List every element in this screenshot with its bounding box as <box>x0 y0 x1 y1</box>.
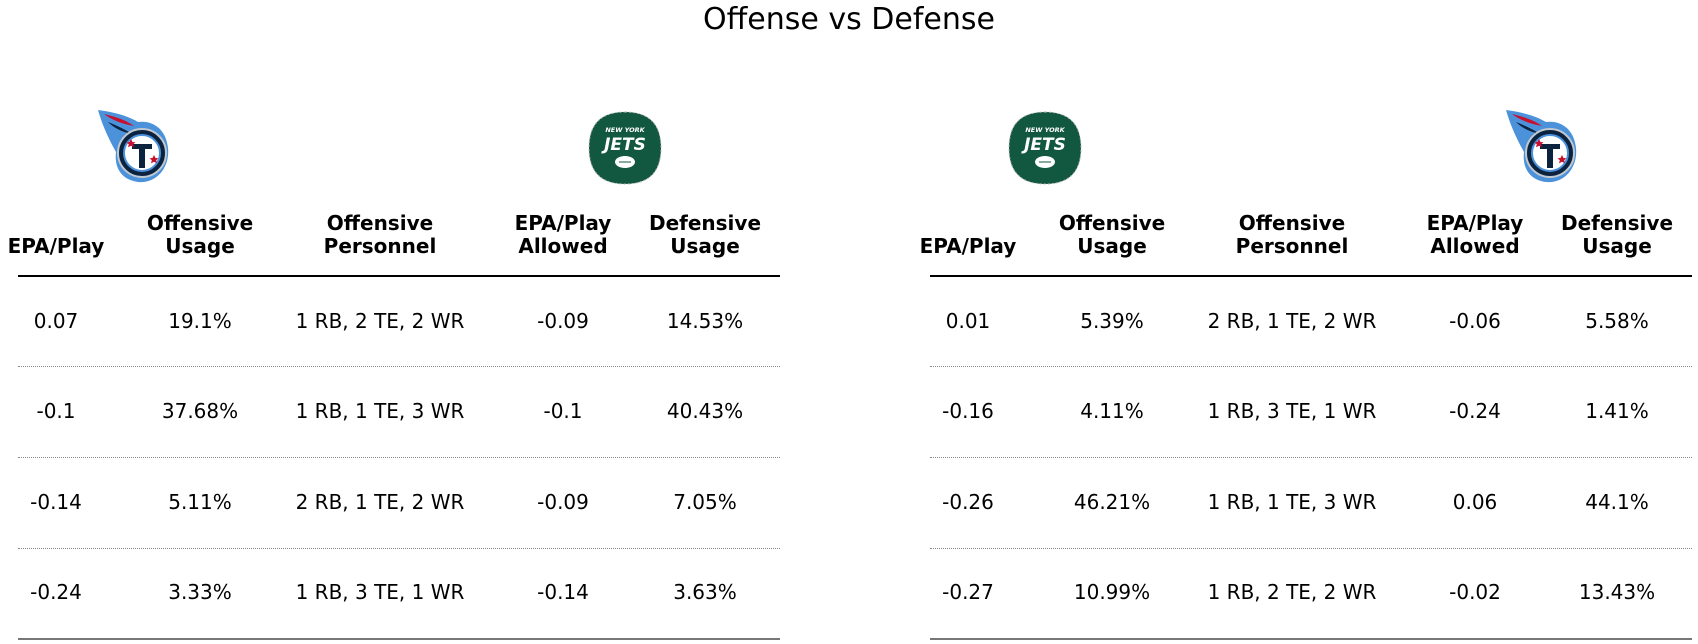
table-cell: -0.09 <box>537 490 589 514</box>
column-header: Offensive Usage <box>1059 212 1165 258</box>
table-cell: 44.1% <box>1585 490 1649 514</box>
row-separator <box>18 366 780 367</box>
header-rule <box>18 275 780 277</box>
table-cell: 19.1% <box>168 309 232 333</box>
column-header-line: Defensive <box>648 211 762 235</box>
column-header-line: Personnel <box>323 234 437 258</box>
table-cell: 1 RB, 1 TE, 3 WR <box>1207 490 1377 514</box>
table-cell: 2 RB, 1 TE, 2 WR <box>1207 309 1377 333</box>
column-header-line: Personnel <box>1235 234 1349 258</box>
column-header: Offensive Usage <box>147 212 253 258</box>
table-cell: -0.06 <box>1449 309 1501 333</box>
column-header-line: Allowed <box>1430 234 1520 258</box>
column-header-line: EPA/Play <box>514 211 612 235</box>
table-cell: -0.26 <box>942 490 994 514</box>
svg-text:NEW YORK: NEW YORK <box>605 126 645 134</box>
column-header-line: Usage <box>165 234 235 258</box>
table-cell: 3.33% <box>168 580 232 604</box>
table-panel-titans-offense: NEW YORK JETS EPA/Play Offensive Usage Offe… <box>0 0 790 644</box>
svg-text:JETS: JETS <box>1021 135 1066 155</box>
table-cell: 1 RB, 2 TE, 2 WR <box>295 309 465 333</box>
table-cell: -0.27 <box>942 580 994 604</box>
table-cell: 2 RB, 1 TE, 2 WR <box>295 490 465 514</box>
column-header-line: EPA/Play <box>1426 211 1524 235</box>
column-header-line: Usage <box>1582 234 1652 258</box>
table-cell: -0.14 <box>30 490 82 514</box>
table-cell: 1.41% <box>1585 399 1649 423</box>
column-header: Offensive Personnel <box>1236 212 1349 258</box>
column-header: EPA/Play Allowed <box>515 212 612 258</box>
column-header: EPA/Play <box>8 235 105 258</box>
table-cell: 0.07 <box>33 309 79 333</box>
table-cell: -0.14 <box>537 580 589 604</box>
column-header-line: Allowed <box>518 234 608 258</box>
row-separator <box>930 548 1692 549</box>
row-separator <box>930 366 1692 367</box>
column-header: Defensive Usage <box>649 212 761 258</box>
svg-text:NEW YORK: NEW YORK <box>1025 126 1065 134</box>
table-cell: 46.21% <box>1073 490 1151 514</box>
header-rule <box>930 275 1692 277</box>
row-separator <box>930 457 1692 458</box>
table-cell: 1 RB, 3 TE, 1 WR <box>1207 399 1377 423</box>
table-panel-jets-offense: NEW YORK JETS EPA/Play Offensive Usage Offe… <box>912 0 1698 644</box>
table-cell: -0.1 <box>543 399 583 423</box>
column-header-line: EPA/Play <box>7 234 105 258</box>
jets-logo: NEW YORK JETS <box>588 111 662 185</box>
svg-text:JETS: JETS <box>601 135 646 155</box>
column-header-line: Offensive <box>1238 211 1346 235</box>
table-cell: 13.43% <box>1578 580 1656 604</box>
column-header: EPA/Play <box>920 235 1017 258</box>
table-cell: 7.05% <box>673 490 737 514</box>
table-cell: 5.11% <box>168 490 232 514</box>
table-cell: 0.06 <box>1452 490 1498 514</box>
bottom-rule <box>930 638 1692 640</box>
row-separator <box>18 457 780 458</box>
column-header-line: Defensive <box>1560 211 1674 235</box>
titans-logo <box>98 110 169 183</box>
table-cell: 1 RB, 2 TE, 2 WR <box>1207 580 1377 604</box>
column-header: Offensive Personnel <box>324 212 437 258</box>
table-cell: 0.01 <box>945 309 991 333</box>
table-cell: 14.53% <box>666 309 744 333</box>
table-cell: 4.11% <box>1080 399 1144 423</box>
column-header-line: Usage <box>1077 234 1147 258</box>
column-header-line: Offensive <box>1058 211 1166 235</box>
table-cell: 5.39% <box>1080 309 1144 333</box>
table-cell: -0.02 <box>1449 580 1501 604</box>
table-cell: 10.99% <box>1073 580 1151 604</box>
column-header: Defensive Usage <box>1561 212 1673 258</box>
table-cell: -0.09 <box>537 309 589 333</box>
table-cell: 40.43% <box>666 399 744 423</box>
table-cell: 5.58% <box>1585 309 1649 333</box>
table-cell: -0.24 <box>30 580 82 604</box>
chart-title: Offense vs Defense <box>703 2 995 37</box>
table-cell: 37.68% <box>161 399 239 423</box>
column-header: EPA/Play Allowed <box>1427 212 1524 258</box>
bottom-rule <box>18 638 780 640</box>
titans-logo <box>1506 110 1577 183</box>
table-cell: -0.16 <box>942 399 994 423</box>
column-header-line: Usage <box>670 234 740 258</box>
table-cell: 1 RB, 1 TE, 3 WR <box>295 399 465 423</box>
table-cell: 1 RB, 3 TE, 1 WR <box>295 580 465 604</box>
table-cell: 3.63% <box>673 580 737 604</box>
column-header-line: Offensive <box>146 211 254 235</box>
column-header-line: EPA/Play <box>919 234 1017 258</box>
table-cell: -0.1 <box>36 399 76 423</box>
column-header-line: Offensive <box>326 211 434 235</box>
jets-logo: NEW YORK JETS <box>1008 111 1082 185</box>
row-separator <box>18 548 780 549</box>
table-cell: -0.24 <box>1449 399 1501 423</box>
